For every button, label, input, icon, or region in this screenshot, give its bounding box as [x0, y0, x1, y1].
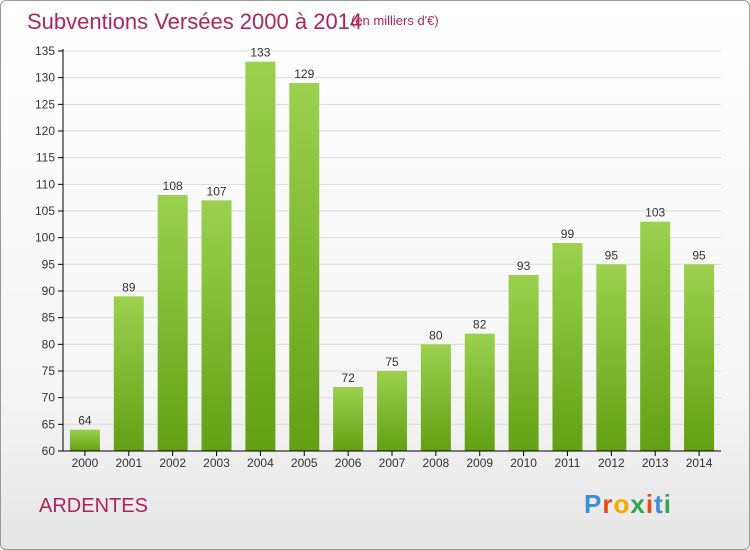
x-tick-label: 2014 — [686, 456, 713, 470]
location-label: ARDENTES — [39, 495, 148, 517]
bar-2007 — [377, 371, 407, 451]
bar-2006 — [333, 387, 364, 451]
data-label: 64 — [78, 414, 92, 428]
data-label: 95 — [692, 248, 706, 262]
y-tick-label: 105 — [35, 204, 55, 218]
y-tick-label: 70 — [42, 391, 56, 405]
logo-letter: r — [602, 489, 614, 519]
data-label: 93 — [517, 259, 531, 273]
bar-2010 — [508, 275, 539, 451]
data-label: 107 — [207, 184, 227, 198]
data-labels: 64 89 108 107 133 129 72 75 80 82 93 99 95 103 95 — [78, 46, 706, 428]
y-tick-label: 125 — [35, 97, 55, 111]
y-tick-label: 65 — [42, 417, 56, 431]
data-label: 75 — [385, 355, 399, 369]
data-label: 103 — [645, 206, 665, 220]
y-tick-label: 90 — [42, 284, 56, 298]
logo-letter: o — [613, 489, 631, 519]
x-tick-label: 2001 — [115, 456, 142, 470]
y-tick-label: 120 — [35, 124, 55, 138]
bar-2009 — [464, 333, 495, 451]
x-tick-label: 2012 — [598, 456, 625, 470]
data-label: 82 — [473, 318, 487, 332]
logo-letter: i — [645, 489, 655, 519]
x-tick-label: 2002 — [159, 456, 186, 470]
chart-title: Subventions Versées 2000 à 2014 — [27, 9, 363, 34]
logo-letter: P — [584, 489, 603, 519]
data-label: 80 — [429, 328, 443, 342]
y-tick-label: 135 — [35, 44, 55, 58]
chart-subtitle: (en milliers d'€) — [351, 13, 439, 28]
x-tick-label: 2000 — [72, 456, 99, 470]
logo-letter: t — [654, 489, 664, 519]
bar-2014 — [684, 264, 715, 451]
y-tick-label: 95 — [42, 257, 56, 271]
bar-2012 — [596, 264, 627, 451]
x-tick-label: 2011 — [555, 456, 581, 470]
x-tick-label: 2013 — [642, 456, 669, 470]
y-tick-label: 85 — [42, 311, 56, 325]
bar-2001 — [113, 296, 144, 451]
bar-2000 — [69, 429, 100, 451]
x-tick-label: 2006 — [335, 456, 362, 470]
y-tick-label: 115 — [36, 151, 55, 165]
data-label: 108 — [163, 179, 183, 193]
logo-letter: i — [663, 489, 672, 519]
bar-2003 — [201, 200, 232, 451]
y-tick-label: 130 — [35, 71, 55, 85]
x-tick-label: 2003 — [203, 456, 230, 470]
x-tick-label: 2008 — [423, 456, 450, 470]
bar-2005 — [289, 83, 320, 451]
x-tick-label: 2004 — [247, 456, 274, 470]
x-tick-label: 2005 — [291, 456, 318, 470]
data-label: 99 — [561, 227, 575, 241]
y-tick-label: 110 — [36, 177, 55, 191]
data-label: 129 — [294, 67, 314, 81]
data-label: 72 — [341, 371, 355, 385]
bar-2002 — [157, 195, 188, 451]
x-tick-label: 2009 — [466, 456, 493, 470]
x-tick-label: 2007 — [379, 456, 406, 470]
y-tick-label: 100 — [35, 231, 55, 245]
bar-2004 — [245, 61, 276, 452]
bar-2011 — [552, 243, 583, 451]
axes: 60 65 70 75 80 85 90 95 100 105 110 115 120 125 130 135… — [35, 44, 721, 470]
y-tick-label: 75 — [42, 364, 56, 378]
x-tick-label: 2010 — [510, 456, 537, 470]
y-tick-label: 80 — [42, 337, 56, 351]
y-tick-label: 60 — [42, 444, 56, 458]
logo-letter: x — [630, 489, 646, 519]
bar-2008 — [420, 344, 451, 451]
proxiti-logo[interactable]: Proxiti — [584, 489, 672, 520]
data-label: 89 — [122, 280, 136, 294]
bar-2013 — [640, 221, 671, 451]
data-label: 133 — [250, 46, 270, 60]
bars — [69, 61, 715, 452]
data-label: 95 — [605, 248, 619, 262]
